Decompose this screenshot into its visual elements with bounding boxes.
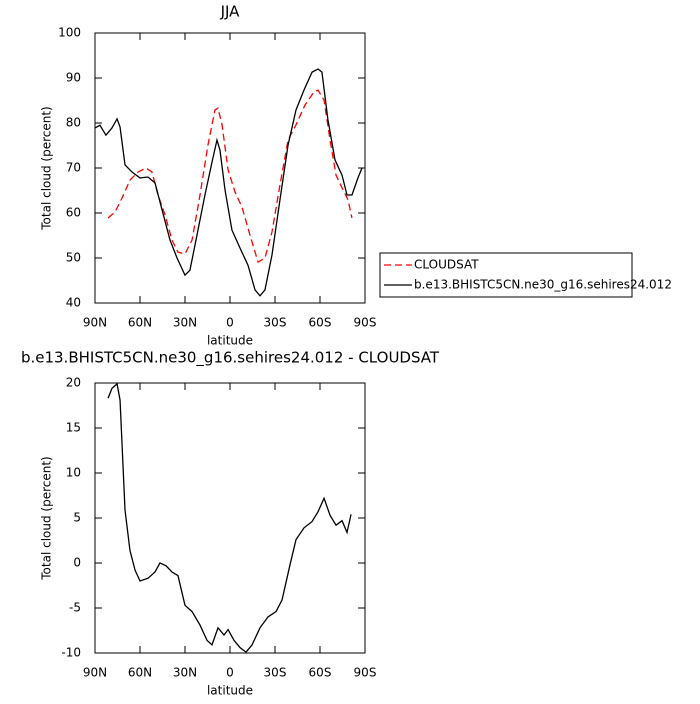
y-tick-label: 40: [66, 296, 81, 310]
y-tick-label: 0: [73, 556, 81, 570]
chart-title: b.e13.BHISTC5CN.ne30_g16.sehires24.012 -…: [21, 349, 440, 368]
plot-frame: [94, 32, 366, 304]
y-tick-label: 80: [66, 116, 81, 130]
y-tick-label: -10: [61, 646, 81, 660]
x-tick-label: 0: [226, 666, 234, 680]
y-tick-label: 20: [66, 376, 81, 390]
x-tick-label: 30S: [264, 316, 287, 330]
y-tick-label: 90: [66, 71, 81, 85]
x-tick-label: 0: [226, 316, 234, 330]
x-tick-label: 30N: [173, 316, 197, 330]
y-tick-label: 70: [66, 161, 81, 175]
x-tick-label: 60S: [309, 666, 332, 680]
x-tick-label: 60N: [128, 316, 152, 330]
y-tick-label: 50: [66, 251, 81, 265]
y-tick-label: 60: [66, 206, 81, 220]
chart-title: JJA: [220, 3, 241, 21]
legend-box: [379, 252, 633, 298]
y-axis-label: Total cloud (percent): [40, 106, 54, 230]
legend-label: CLOUDSAT: [414, 258, 479, 272]
series-line: [94, 68, 363, 297]
y-tick-label: 100: [58, 26, 81, 40]
y-tick-label: -5: [69, 601, 81, 615]
x-axis-label: latitude: [207, 334, 253, 348]
x-axis-label: latitude: [207, 684, 253, 698]
series-line: [107, 89, 353, 264]
series-line: [107, 382, 352, 653]
y-axis-label: Total cloud (percent): [40, 456, 54, 580]
x-tick-label: 90S: [354, 666, 377, 680]
plot-frame: [94, 382, 366, 654]
y-tick-label: 10: [66, 466, 81, 480]
x-tick-label: 30N: [173, 666, 197, 680]
x-tick-label: 90S: [354, 316, 377, 330]
x-tick-label: 90N: [83, 666, 107, 680]
y-tick-label: 5: [73, 511, 81, 525]
x-tick-label: 90N: [83, 316, 107, 330]
y-tick-label: 15: [66, 421, 81, 435]
legend-label: b.e13.BHISTC5CN.ne30_g16.sehires24.012: [414, 278, 672, 292]
x-tick-label: 30S: [264, 666, 287, 680]
x-tick-label: 60S: [309, 316, 332, 330]
x-tick-label: 60N: [128, 666, 152, 680]
